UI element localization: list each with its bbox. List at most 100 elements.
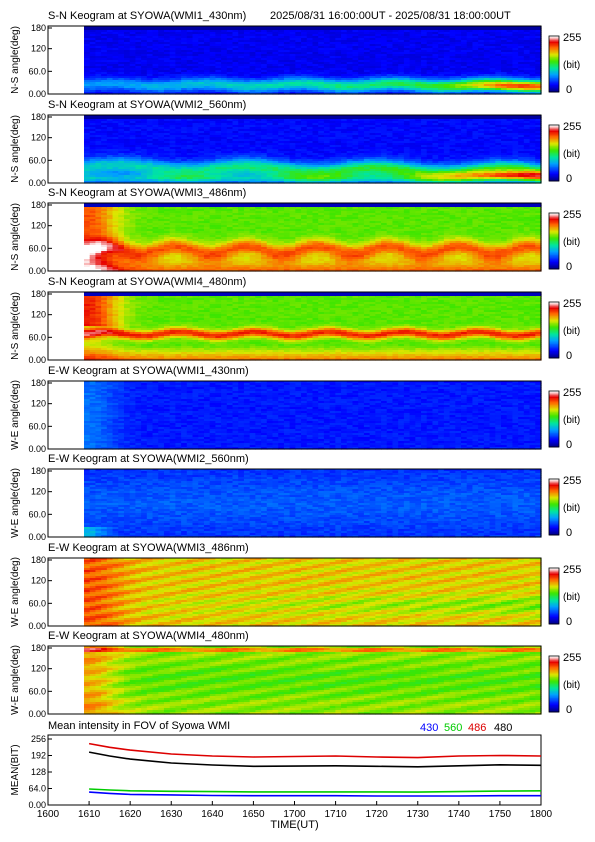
y-axis-label: N-S angle(deg) (10, 292, 21, 360)
y-tick-label: 180 (31, 555, 46, 565)
keogram-image (84, 646, 542, 715)
y-tick-label: 60.0 (28, 66, 46, 76)
panel-title: S-N Keogram at SYOWA(WMI4_480nm) (48, 276, 246, 288)
colorbar-min-label: 0 (566, 439, 572, 451)
y-tick-label: 120 (31, 399, 46, 409)
colorbar-max-label: 255 (563, 298, 581, 310)
keogram-image (84, 203, 542, 272)
colorbar-unit-label: (bit) (563, 680, 580, 691)
x-axis-label: TIME(UT) (270, 819, 318, 831)
y-tick-label: 0.00 (28, 532, 46, 542)
time-range-label: 2025/08/31 16:00:00UT - 2025/08/31 18:00… (270, 10, 511, 22)
y-axis-label: N-S angle(deg) (10, 203, 21, 271)
colorbar: 255 (bit) 0 (549, 564, 581, 628)
legend-entry-560: 560 (444, 722, 462, 734)
x-tick-label: 1640 (201, 809, 224, 820)
colorbar-min-label: 0 (566, 84, 572, 96)
panel-title: E-W Keogram at SYOWA(WMI4_480nm) (48, 630, 249, 642)
y-tick-label: 120 (31, 44, 46, 54)
mean-intensity-chart: Mean intensity in FOV of Syowa WMI 430 560… (10, 720, 553, 831)
x-tick-label: 1720 (366, 809, 389, 820)
x-tick-label: 1740 (448, 809, 471, 820)
colorbar-min-label: 0 (566, 261, 572, 273)
colorbar: 255(bit)0 (549, 209, 581, 273)
colorbar-unit-label: (bit) (563, 415, 580, 426)
y-tick-label: 60.0 (28, 509, 46, 519)
legend-entry-486: 486 (468, 722, 486, 734)
y-tick-label: 60.0 (28, 155, 46, 165)
keogram-panel-8: E-W Keogram at SYOWA(WMI4_480nm)0.0060.0… (10, 630, 581, 719)
colorbar: 255(bit)0 (549, 475, 581, 539)
colorbar-unit-label: (bit) (563, 326, 580, 337)
keogram-panel-4: S-N Keogram at SYOWA(WMI4_480nm)0.0060.0… (10, 276, 581, 365)
colorbar: 255 (bit) 0 (549, 121, 581, 185)
y-tick-label: 180 (31, 112, 46, 122)
keogram-image (84, 26, 542, 95)
y-tick-label: 60.0 (28, 421, 46, 431)
x-tick-label: 1650 (242, 809, 265, 820)
x-tick-label: 1750 (489, 809, 512, 820)
y-tick-label: 0.00 (28, 355, 46, 365)
y-tick-label: 0.00 (28, 444, 46, 454)
y-tick-label: 60.0 (28, 243, 46, 253)
colorbar-unit-label: (bit) (563, 237, 580, 248)
keogram-image (84, 381, 542, 450)
y-axis-label: MEAN(BIT) (10, 744, 21, 795)
keogram-image (84, 115, 542, 184)
y-tick-label: 180 (31, 23, 46, 33)
y-tick-label: 64.0 (28, 784, 46, 794)
keogram-panel-6: E-W Keogram at SYOWA(WMI2_560nm)0.0060.0… (10, 453, 581, 542)
y-axis-label: W-E angle(deg) (10, 645, 21, 715)
x-tick-label: 1620 (119, 809, 142, 820)
keogram-image (84, 292, 542, 361)
y-tick-label: 180 (31, 643, 46, 653)
colorbar-max-label: 255 (563, 564, 581, 576)
colorbar-min-label: 0 (566, 616, 572, 628)
keogram-panel-2: S-N Keogram at SYOWA(WMI2_560nm) 0.00 60.0… (10, 99, 581, 188)
colorbar-max-label: 255 (563, 475, 581, 487)
colorbar: 255 (bit) 0 (549, 32, 581, 96)
colorbar-min-label: 0 (566, 704, 572, 716)
y-tick-label: 128 (31, 767, 46, 777)
y-tick-label: 0.00 (28, 621, 46, 631)
keogram-image (84, 558, 542, 627)
colorbar-max-label: 255 (563, 32, 581, 44)
panel-title: E-W Keogram at SYOWA(WMI1_430nm) (48, 365, 249, 377)
y-tick-label: 256 (31, 734, 46, 744)
colorbar-min-label: 0 (566, 173, 572, 185)
x-tick-label: 1800 (530, 809, 553, 820)
panel-title: S-N Keogram at SYOWA(WMI2_560nm) (48, 99, 246, 111)
x-tick-label: 1600 (37, 809, 60, 820)
colorbar-max-label: 255 (563, 652, 581, 664)
keogram-image (84, 469, 542, 538)
y-tick-label: 120 (31, 664, 46, 674)
panel-title: S-N Keogram at SYOWA(WMI3_486nm) (48, 187, 246, 199)
panel-title: E-W Keogram at SYOWA(WMI3_486nm) (48, 542, 249, 554)
y-tick-label: 180 (31, 466, 46, 476)
y-tick-label: 60.0 (28, 686, 46, 696)
x-tick-label: 1730 (407, 809, 430, 820)
y-tick-label: 120 (31, 487, 46, 497)
y-tick-label: 0.00 (28, 266, 46, 276)
colorbar-unit-label: (bit) (563, 149, 580, 160)
y-tick-label: 60.0 (28, 598, 46, 608)
colorbar-unit-label: (bit) (563, 60, 580, 71)
panel-title: Mean intensity in FOV of Syowa WMI (48, 720, 230, 732)
y-axis-label: W-E angle(deg) (10, 380, 21, 450)
colorbar-unit-label: (bit) (563, 592, 580, 603)
colorbar-max-label: 255 (563, 121, 581, 133)
y-tick-label: 120 (31, 310, 46, 320)
x-tick-label: 1710 (324, 809, 347, 820)
colorbar: 255(bit)0 (549, 387, 581, 451)
y-axis-label: N-S angle(deg) (10, 115, 21, 183)
y-tick-label: 180 (31, 200, 46, 210)
y-tick-label: 120 (31, 133, 46, 143)
y-tick-label: 0.00 (28, 89, 46, 99)
keogram-panel-1: S-N Keogram at SYOWA(WMI1_430nm)0.0060.0… (10, 10, 581, 99)
keogram-panel-5: E-W Keogram at SYOWA(WMI1_430nm) 0.00 60.0… (10, 365, 581, 454)
colorbar-unit-label: (bit) (563, 503, 580, 514)
y-tick-label: 120 (31, 576, 46, 586)
y-tick-label: 180 (31, 289, 46, 299)
y-tick-label: 0.00 (28, 178, 46, 188)
